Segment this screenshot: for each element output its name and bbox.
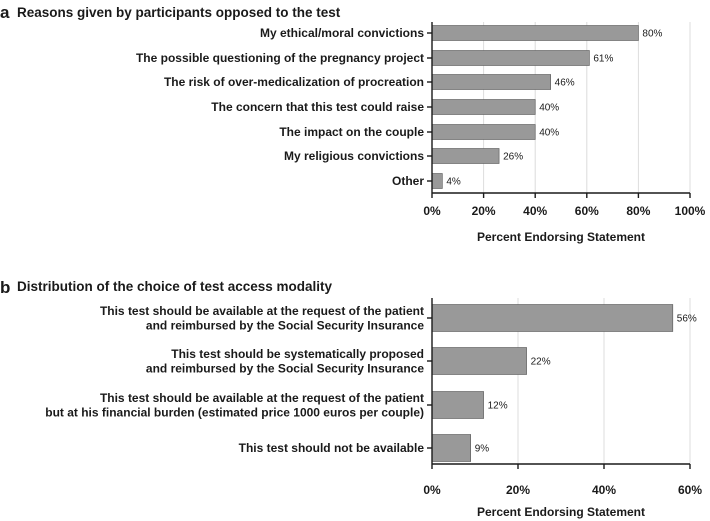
panel-b-tick-labels: 0% 20% 40% 60%: [423, 483, 702, 497]
panel-a-x-tick-label-5: 100%: [675, 204, 706, 218]
panel-a-data-label-0: 80%: [642, 29, 662, 40]
panel-b-data-label-3: 9%: [475, 444, 490, 455]
panel-a-bar-6: [431, 173, 443, 189]
panel-b-x-tick-label-2: 40%: [592, 483, 616, 497]
panel-b-category-label-2: This test should be available at the req…: [45, 391, 424, 420]
panel-a-category-label-2: The risk of over-medicalization of procr…: [164, 75, 424, 89]
panel-a-x-tick-label-3: 60%: [575, 204, 599, 218]
panel-a-x-tick-label-2: 40%: [523, 204, 547, 218]
panel-a-category-labels: My ethical/moral convictions The possible…: [136, 26, 424, 188]
panel-b-x-axis-title: Percent Endorsing Statement: [477, 505, 645, 519]
panel-a-data-label-6: 4%: [446, 177, 461, 188]
panel-b-x-tick-label-3: 60%: [678, 483, 702, 497]
panel-a-category-label-1: The possible questioning of the pregnanc…: [136, 51, 424, 65]
panel-a-bar-0: [431, 25, 639, 41]
panel-b-bars: 56% 22% 12% 9%: [431, 304, 697, 462]
panel-a-data-label-3: 40%: [539, 103, 559, 114]
panel-b-data-label-2: 12%: [488, 401, 508, 412]
panel-b-x-tick-label-1: 20%: [506, 483, 530, 497]
panel-b-axes: [427, 298, 691, 469]
panel-a-category-label-4: The impact on the couple: [279, 125, 424, 139]
panel-b-bar-2: [431, 391, 484, 419]
panel-a-data-label-4: 40%: [539, 128, 559, 139]
panel-b-letter: b: [0, 278, 10, 297]
panel-b-category-labels: This test should be available at the req…: [45, 304, 424, 455]
panel-a-bar-3: [431, 99, 536, 115]
panel-a-bar-1: [431, 50, 590, 66]
panel-a-bar-4: [431, 124, 536, 140]
panel-a: a Reasons given by participants opposed …: [0, 3, 706, 244]
panel-b-data-label-1: 22%: [531, 357, 551, 368]
panel-b-data-label-0: 56%: [677, 314, 697, 325]
panel-b-title: Distribution of the choice of test acces…: [17, 279, 333, 294]
panel-a-data-label-1: 61%: [593, 54, 613, 65]
panel-a-category-label-5: My religious convictions: [284, 149, 424, 163]
panel-a-category-label-3: The concern that this test could raise: [211, 100, 424, 114]
panel-a-category-label-6: Other: [392, 174, 424, 188]
panel-a-axes: [427, 22, 691, 198]
panel-b-bar-1: [431, 347, 527, 375]
panel-a-bar-5: [431, 148, 500, 164]
panel-a-x-tick-label-0: 0%: [423, 204, 441, 218]
panel-b-bar-0: [431, 304, 674, 332]
panel-b-category-label-0: This test should be available at the req…: [100, 304, 424, 333]
panel-b-x-tick-label-0: 0%: [423, 483, 441, 497]
panel-b-bar-3: [431, 434, 472, 462]
panel-a-bars: 80% 61% 46% 40% 40% 26% 4%: [431, 25, 663, 189]
panel-b-category-label-3: This test should not be available: [239, 441, 425, 455]
panel-a-x-axis-title: Percent Endorsing Statement: [477, 230, 645, 244]
panel-b: b Distribution of the choice of test acc…: [0, 278, 702, 519]
panel-a-letter: a: [0, 3, 10, 22]
panel-a-x-tick-label-1: 20%: [472, 204, 496, 218]
panel-a-tick-labels: 0% 20% 40% 60% 80% 100%: [423, 204, 705, 218]
panel-a-bar-2: [431, 74, 551, 90]
panel-b-category-label-1: This test should be systematically propo…: [146, 347, 424, 376]
panel-a-data-label-2: 46%: [555, 78, 575, 89]
panel-a-x-tick-label-4: 80%: [626, 204, 650, 218]
panel-a-category-label-0: My ethical/moral convictions: [260, 26, 424, 40]
panel-a-title: Reasons given by participants opposed to…: [17, 5, 341, 20]
panel-a-data-label-5: 26%: [503, 152, 523, 163]
